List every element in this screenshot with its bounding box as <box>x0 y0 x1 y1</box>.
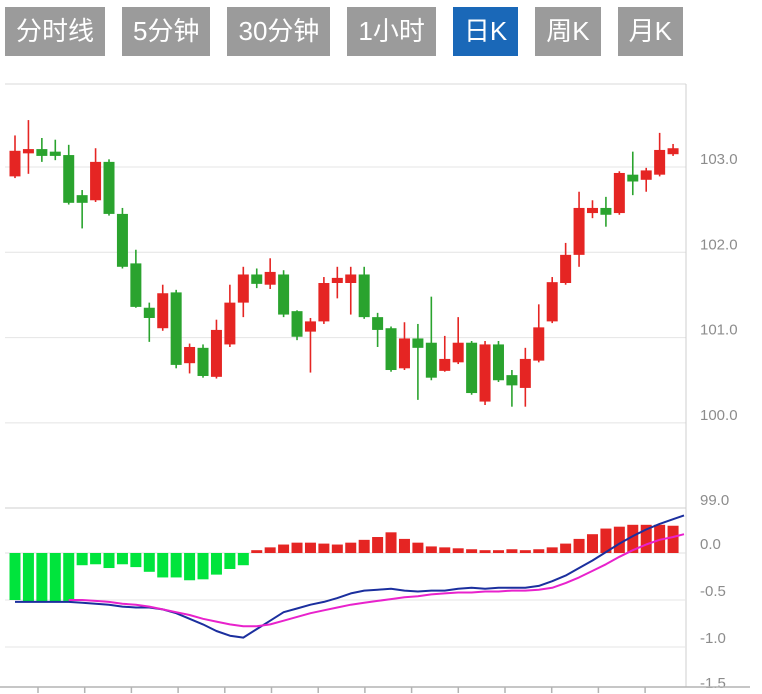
period-toolbar: 分时线 5分钟 30分钟 1小时 日K 周K 月K <box>5 7 683 56</box>
x-axis <box>0 686 750 693</box>
svg-text:103.0: 103.0 <box>700 151 738 168</box>
macd-panel <box>9 524 679 602</box>
svg-text:-1.5: -1.5 <box>700 675 726 692</box>
macd-dif-dea-lines <box>15 514 685 639</box>
tab-daily-k[interactable]: 日K <box>452 7 519 56</box>
tab-monthly-k[interactable]: 月K <box>617 7 683 56</box>
price-axis-labels: 103.0 102.0 101.0 100.0 99.0 <box>700 151 738 509</box>
macd-axis-labels: 0.0 -0.5 -1.0 -1.5 <box>700 536 726 692</box>
svg-text:-1.0: -1.0 <box>700 630 726 647</box>
svg-text:102.0: 102.0 <box>700 236 738 253</box>
tab-1hour[interactable]: 1小时 <box>347 7 436 56</box>
candlestick-panel <box>9 120 679 407</box>
svg-text:-0.5: -0.5 <box>700 583 726 600</box>
svg-text:101.0: 101.0 <box>700 322 738 339</box>
tab-weekly-k[interactable]: 周K <box>535 7 601 56</box>
tab-minute-line[interactable]: 分时线 <box>5 7 106 56</box>
svg-text:0.0: 0.0 <box>700 536 721 553</box>
svg-text:99.0: 99.0 <box>700 492 729 509</box>
svg-text:100.0: 100.0 <box>700 407 738 424</box>
tab-5min[interactable]: 5分钟 <box>122 7 211 56</box>
tab-30min[interactable]: 30分钟 <box>227 7 331 56</box>
